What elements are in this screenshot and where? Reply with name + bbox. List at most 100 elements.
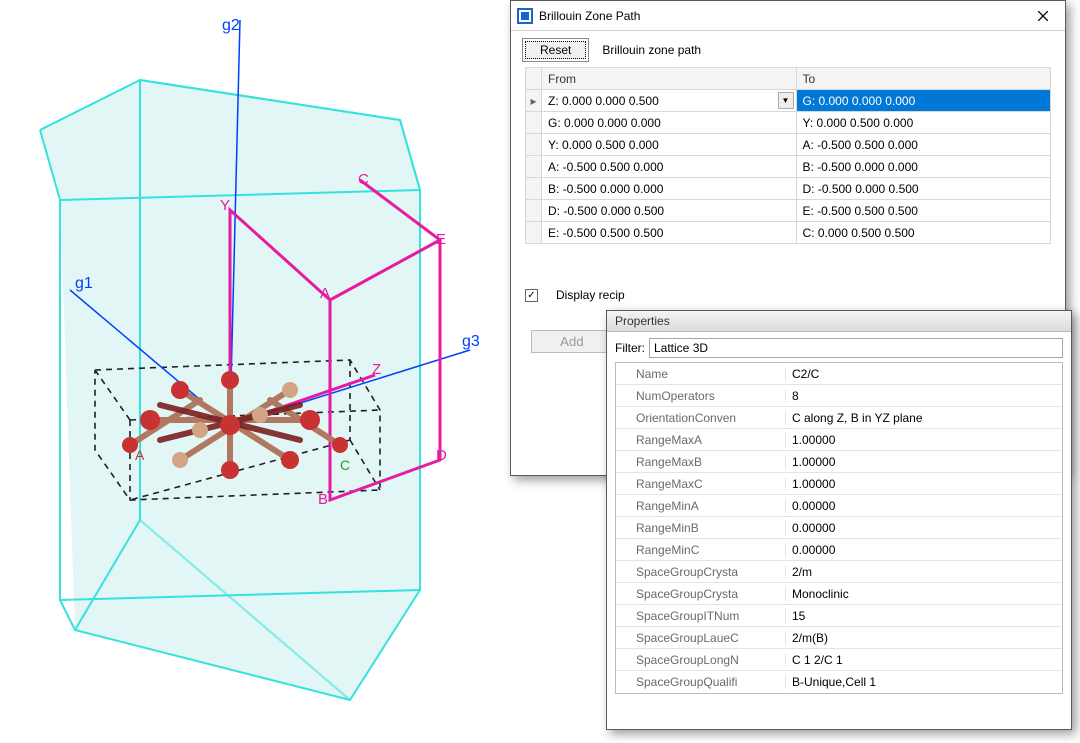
from-cell[interactable]: E: -0.500 0.500 0.500 bbox=[542, 222, 797, 244]
col-to-header[interactable]: To bbox=[796, 68, 1051, 90]
from-cell[interactable]: Y: 0.000 0.500 0.000 bbox=[542, 134, 797, 156]
property-value[interactable]: 2/m(B) bbox=[786, 631, 1062, 645]
property-value[interactable]: C 1 2/C 1 bbox=[786, 653, 1062, 667]
property-name: Name bbox=[616, 367, 786, 381]
axis-label-g1: g1 bbox=[75, 275, 93, 292]
table-row[interactable]: Y: 0.000 0.500 0.000A: -0.500 0.500 0.00… bbox=[526, 134, 1051, 156]
row-indicator[interactable] bbox=[526, 200, 542, 222]
properties-grid[interactable]: NameC2/CNumOperators8OrientationConvenC … bbox=[615, 362, 1063, 694]
property-name: RangeMaxB bbox=[616, 455, 786, 469]
row-indicator[interactable]: ▸ bbox=[526, 90, 542, 112]
table-row[interactable]: E: -0.500 0.500 0.500C: 0.000 0.500 0.50… bbox=[526, 222, 1051, 244]
property-name: RangeMaxA bbox=[616, 433, 786, 447]
col-from-header[interactable]: From bbox=[542, 68, 797, 90]
property-value[interactable]: 1.00000 bbox=[786, 477, 1062, 491]
axis-label-g2: g2 bbox=[222, 17, 240, 34]
titlebar[interactable]: Brillouin Zone Path bbox=[511, 1, 1065, 31]
property-name: OrientationConven bbox=[616, 411, 786, 425]
property-row[interactable]: SpaceGroupLaueC2/m(B) bbox=[616, 627, 1062, 649]
properties-title[interactable]: Properties bbox=[607, 311, 1071, 332]
to-cell[interactable]: A: -0.500 0.500 0.000 bbox=[796, 134, 1051, 156]
property-row[interactable]: RangeMaxC1.00000 bbox=[616, 473, 1062, 495]
from-cell[interactable]: A: -0.500 0.500 0.000 bbox=[542, 156, 797, 178]
property-row[interactable]: NameC2/C bbox=[616, 363, 1062, 385]
path-label-z: Z bbox=[372, 361, 381, 378]
property-name: RangeMinC bbox=[616, 543, 786, 557]
table-row[interactable]: D: -0.500 0.000 0.500E: -0.500 0.500 0.5… bbox=[526, 200, 1051, 222]
reset-button[interactable]: Reset bbox=[525, 41, 586, 59]
property-value[interactable]: 1.00000 bbox=[786, 433, 1062, 447]
row-indicator[interactable] bbox=[526, 112, 542, 134]
row-indicator[interactable] bbox=[526, 222, 542, 244]
to-cell[interactable]: C: 0.000 0.500 0.500 bbox=[796, 222, 1051, 244]
property-name: SpaceGroupCrysta bbox=[616, 565, 786, 579]
from-cell[interactable]: B: -0.500 0.000 0.000 bbox=[542, 178, 797, 200]
to-cell[interactable]: D: -0.500 0.000 0.500 bbox=[796, 178, 1051, 200]
path-label-y: Y bbox=[220, 197, 230, 214]
property-row[interactable]: SpaceGroupITNum15 bbox=[616, 605, 1062, 627]
dropdown-icon[interactable]: ▼ bbox=[778, 92, 794, 109]
property-name: RangeMaxC bbox=[616, 477, 786, 491]
filter-label: Filter: bbox=[615, 341, 645, 355]
property-row[interactable]: NumOperators8 bbox=[616, 385, 1062, 407]
path-label-d: D bbox=[436, 447, 447, 464]
property-value[interactable]: 8 bbox=[786, 389, 1062, 403]
property-value[interactable]: C2/C bbox=[786, 367, 1062, 381]
property-value[interactable]: 0.00000 bbox=[786, 521, 1062, 535]
table-row[interactable]: ▸Z: 0.000 0.000 0.500▼G: 0.000 0.000 0.0… bbox=[526, 90, 1051, 112]
path-label-c: C bbox=[358, 171, 369, 188]
property-value[interactable]: 0.00000 bbox=[786, 499, 1062, 513]
table-row[interactable]: G: 0.000 0.000 0.000Y: 0.000 0.500 0.000 bbox=[526, 112, 1051, 134]
add-button[interactable]: Add bbox=[531, 330, 613, 353]
to-cell[interactable]: B: -0.500 0.000 0.000 bbox=[796, 156, 1051, 178]
close-button[interactable] bbox=[1023, 2, 1063, 30]
property-name: RangeMinB bbox=[616, 521, 786, 535]
property-value[interactable]: 2/m bbox=[786, 565, 1062, 579]
property-row[interactable]: SpaceGroupLongNC 1 2/C 1 bbox=[616, 649, 1062, 671]
property-row[interactable]: RangeMinC0.00000 bbox=[616, 539, 1062, 561]
axis-label-g3: g3 bbox=[462, 333, 480, 350]
properties-pane: Properties Filter: Lattice 3D NameC2/CNu… bbox=[606, 310, 1072, 730]
from-cell[interactable]: G: 0.000 0.000 0.000 bbox=[542, 112, 797, 134]
table-row[interactable]: A: -0.500 0.500 0.000B: -0.500 0.000 0.0… bbox=[526, 156, 1051, 178]
sec-label-c: C bbox=[340, 457, 350, 473]
property-row[interactable]: OrientationConvenC along Z, B in YZ plan… bbox=[616, 407, 1062, 429]
property-row[interactable]: RangeMaxA1.00000 bbox=[616, 429, 1062, 451]
property-row[interactable]: SpaceGroupCrystaMonoclinic bbox=[616, 583, 1062, 605]
from-cell[interactable]: Z: 0.000 0.000 0.500▼ bbox=[542, 90, 797, 112]
display-recip-checkbox[interactable]: ✓ bbox=[525, 289, 538, 302]
row-selector-header bbox=[526, 68, 542, 90]
property-value[interactable]: 0.00000 bbox=[786, 543, 1062, 557]
to-cell[interactable]: G: 0.000 0.000 0.000 bbox=[796, 90, 1051, 112]
row-indicator[interactable] bbox=[526, 134, 542, 156]
property-row[interactable]: RangeMaxB1.00000 bbox=[616, 451, 1062, 473]
property-value[interactable]: 15 bbox=[786, 609, 1062, 623]
property-row[interactable]: RangeMinB0.00000 bbox=[616, 517, 1062, 539]
sec-label-a: A bbox=[135, 447, 145, 463]
path-label-a: A bbox=[320, 285, 330, 302]
property-row[interactable]: SpaceGroupQualifiB-Unique,Cell 1 bbox=[616, 671, 1062, 693]
property-row[interactable]: SpaceGroupCrysta2/m bbox=[616, 561, 1062, 583]
row-indicator[interactable] bbox=[526, 178, 542, 200]
to-cell[interactable]: Y: 0.000 0.500 0.000 bbox=[796, 112, 1051, 134]
to-cell[interactable]: E: -0.500 0.500 0.500 bbox=[796, 200, 1051, 222]
property-name: SpaceGroupCrysta bbox=[616, 587, 786, 601]
property-value[interactable]: Monoclinic bbox=[786, 587, 1062, 601]
path-table[interactable]: From To ▸Z: 0.000 0.000 0.500▼G: 0.000 0… bbox=[525, 67, 1051, 244]
property-value[interactable]: C along Z, B in YZ plane bbox=[786, 411, 1062, 425]
path-label-b: B bbox=[318, 491, 328, 508]
display-recip-label: Display recip bbox=[556, 288, 625, 302]
from-cell[interactable]: D: -0.500 0.000 0.500 bbox=[542, 200, 797, 222]
path-label-e: E bbox=[436, 231, 446, 248]
table-row[interactable]: B: -0.500 0.000 0.000D: -0.500 0.000 0.5… bbox=[526, 178, 1051, 200]
property-name: SpaceGroupLaueC bbox=[616, 631, 786, 645]
filter-input[interactable]: Lattice 3D bbox=[649, 338, 1063, 358]
property-row[interactable]: RangeMinA0.00000 bbox=[616, 495, 1062, 517]
property-value[interactable]: B-Unique,Cell 1 bbox=[786, 675, 1062, 689]
dialog-title: Brillouin Zone Path bbox=[539, 9, 1023, 23]
viewport-3d[interactable]: g1 g2 g3 Z Y A B C D E bbox=[0, 0, 510, 743]
property-name: SpaceGroupQualifi bbox=[616, 675, 786, 689]
property-name: SpaceGroupLongN bbox=[616, 653, 786, 667]
row-indicator[interactable] bbox=[526, 156, 542, 178]
property-value[interactable]: 1.00000 bbox=[786, 455, 1062, 469]
